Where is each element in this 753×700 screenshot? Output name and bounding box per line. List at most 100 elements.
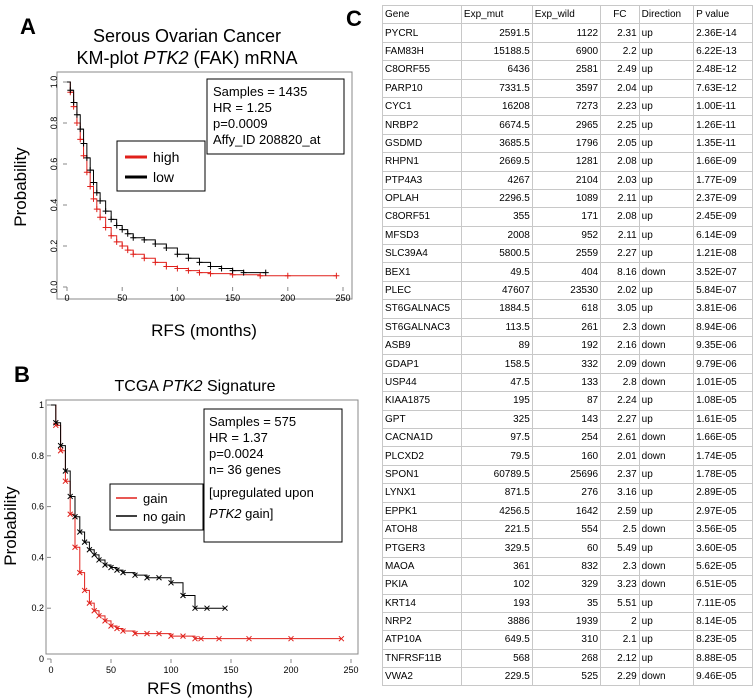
table-cell: 1.00E-11 xyxy=(693,96,753,117)
table-cell: 2296.5 xyxy=(460,188,533,209)
censor-mark xyxy=(144,630,150,637)
table-cell: down xyxy=(638,372,695,393)
censor-mark xyxy=(97,214,104,221)
censor-mark xyxy=(120,628,126,634)
censor-mark xyxy=(132,630,138,637)
table-cell: 1939 xyxy=(531,611,602,632)
table-cell: 2.89E-05 xyxy=(693,483,753,503)
table-row: PLCXD2 79.5 160 2.01 down 1.74E-05 xyxy=(382,446,753,466)
table-cell: 35 xyxy=(531,593,602,613)
table-cell: 160 xyxy=(531,446,602,466)
censor-mark xyxy=(52,419,59,426)
censor-mark xyxy=(240,269,247,276)
censor-mark xyxy=(73,111,80,118)
chart-b-legend xyxy=(109,483,204,531)
table-header-cell: Exp_mut xyxy=(460,4,533,25)
x-tick-label: 150 xyxy=(223,665,238,675)
y-tick-label: 0.2 xyxy=(31,603,44,613)
censor-mark xyxy=(192,605,198,612)
chart-b-legend-nogain: no gain xyxy=(143,509,186,524)
table-row: SLC39A4 5800.5 2559 2.27 up 1.21E-08 xyxy=(382,244,753,264)
censor-mark xyxy=(246,635,252,642)
table-cell: ST6GALNAC3 xyxy=(382,317,462,338)
table-cell: PKIA xyxy=(382,575,462,595)
table-cell: 254 xyxy=(531,427,602,448)
chart-b-xlabel: RFS (months) xyxy=(147,679,253,698)
table-row: ASB9 89 192 2.16 down 9.35E-06 xyxy=(382,336,753,356)
table-cell: 3.60E-05 xyxy=(693,538,753,558)
km-plot-tcga: TCGA PTK2 Signature 0 50 100 150 200 250 0 0.2… xyxy=(1,378,359,698)
censor-mark xyxy=(130,251,137,258)
chart-a-legend-low: low xyxy=(153,169,175,185)
table-cell: 1.61E-05 xyxy=(693,409,753,429)
table-cell: 8.14E-05 xyxy=(693,611,753,632)
censor-mark xyxy=(180,592,186,599)
table-cell: down xyxy=(638,667,695,687)
censor-mark xyxy=(132,572,138,579)
table-cell: up xyxy=(638,538,695,558)
table-cell: 3.81E-06 xyxy=(693,299,753,319)
table-cell: 1.74E-05 xyxy=(693,446,753,466)
table-cell: 192 xyxy=(531,336,602,356)
censor-mark xyxy=(76,529,83,535)
censor-mark xyxy=(77,126,84,133)
table-cell: ASB9 xyxy=(382,336,462,356)
y-tick-label: 0.2 xyxy=(49,240,59,253)
chart-b-frame xyxy=(45,399,359,655)
y-tick-label: 0 xyxy=(39,654,44,664)
table-cell: 1281 xyxy=(531,152,602,172)
censor-mark xyxy=(196,259,203,266)
censor-mark xyxy=(124,230,131,237)
censor-mark xyxy=(86,546,93,553)
table-cell: 2.59 xyxy=(600,501,640,521)
chart-a-title-line2-suffix: (FAK) mRNA xyxy=(189,48,298,68)
chart-b-title-gene: PTK2 xyxy=(163,378,203,395)
table-cell: 361 xyxy=(460,556,533,577)
censor-mark xyxy=(114,625,120,632)
table-cell: PYCRL xyxy=(382,23,462,43)
table-row: CYC1 16208 7273 2.23 up 1.00E-11 xyxy=(382,96,753,117)
censor-mark xyxy=(83,169,90,176)
table-cell: down xyxy=(638,519,695,540)
table-cell: 7331.5 xyxy=(460,78,533,98)
table-cell: up xyxy=(638,23,695,43)
km-plot-ovarian: Serous Ovarian Cancer KM-plot PTK2 (FAK)… xyxy=(11,26,353,340)
table-cell: up xyxy=(638,188,695,209)
table-cell: 1.08E-05 xyxy=(693,391,753,411)
table-cell: OPLAH xyxy=(382,188,462,209)
table-cell: 1884.5 xyxy=(460,299,533,319)
table-cell: 25696 xyxy=(531,464,602,485)
table-cell: 7273 xyxy=(531,96,602,117)
censor-mark xyxy=(152,240,159,247)
table-cell: 2.45E-09 xyxy=(693,207,753,227)
table-cell: 102 xyxy=(460,575,533,595)
table-cell: 2.2 xyxy=(600,41,640,62)
chart-a-title-gene: PTK2 xyxy=(143,48,188,68)
censor-mark xyxy=(80,140,87,147)
x-tick-label: 100 xyxy=(170,293,185,303)
x-tick-label: 200 xyxy=(280,293,295,303)
table-row: ATP10A 649.5 310 2.1 up 8.23E-05 xyxy=(382,630,753,650)
table-cell: 332 xyxy=(531,354,602,374)
table-cell: 8.16 xyxy=(600,262,640,282)
table-cell: 2.05 xyxy=(600,133,640,154)
table-cell: 2.01 xyxy=(600,446,640,466)
table-cell: 2 xyxy=(600,611,640,632)
table-cell: PTP4A3 xyxy=(382,170,462,190)
table-row: PYCRL 2591.5 1122 2.31 up 2.36E-14 xyxy=(382,23,753,43)
table-cell: 89 xyxy=(460,336,533,356)
table-cell: 1.77E-09 xyxy=(693,170,753,190)
censor-mark xyxy=(81,539,88,546)
chart-b-info-gene: PTK2 xyxy=(209,506,242,521)
table-cell: GPT xyxy=(382,409,462,429)
table-cell: ST6GALNAC5 xyxy=(382,299,462,319)
table-cell: 1.01E-05 xyxy=(693,372,753,393)
table-row: C8ORF51 355 171 2.08 up 2.45E-09 xyxy=(382,207,753,227)
table-cell: 6436 xyxy=(460,60,533,80)
censor-mark xyxy=(196,269,203,276)
table-cell: 2.31 xyxy=(600,23,640,43)
table-cell: 2.16 xyxy=(600,336,640,356)
table-cell: 2.37 xyxy=(600,464,640,485)
censor-mark xyxy=(102,224,109,231)
table-cell: 3.52E-07 xyxy=(693,262,753,282)
